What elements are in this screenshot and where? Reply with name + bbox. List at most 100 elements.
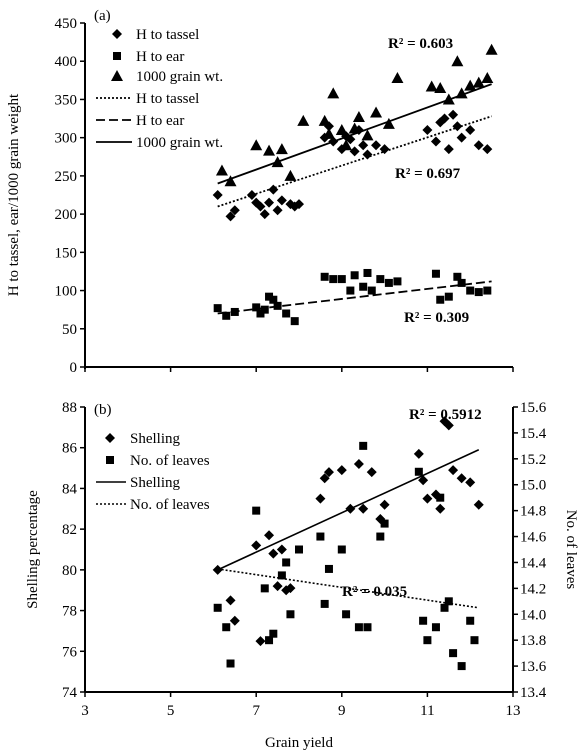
data-point bbox=[436, 295, 445, 304]
legend-label: Shelling bbox=[130, 475, 181, 491]
data-point bbox=[371, 140, 382, 151]
data-point bbox=[379, 499, 390, 510]
data-point bbox=[380, 519, 389, 528]
data-point bbox=[284, 169, 297, 181]
data-point bbox=[264, 530, 275, 541]
panel-a: 0 50 100 150 200 250 300 350 400 450 H to tassel, … bbox=[6, 8, 514, 376]
data-point bbox=[466, 286, 475, 295]
y-tick-label: 150 bbox=[55, 245, 78, 261]
data-point bbox=[276, 195, 287, 206]
y-tick-label: 88 bbox=[62, 400, 77, 416]
data-point bbox=[322, 127, 335, 139]
data-point bbox=[337, 545, 346, 554]
data-point bbox=[222, 311, 231, 320]
data-point bbox=[323, 467, 334, 478]
legend-label: H to ear bbox=[136, 113, 184, 129]
data-point bbox=[470, 636, 479, 645]
data-point bbox=[444, 292, 453, 301]
data-point bbox=[466, 616, 475, 625]
y-tick-label: 78 bbox=[62, 604, 77, 620]
data-point bbox=[376, 275, 385, 284]
data-point bbox=[213, 304, 222, 313]
panel-label: (a) bbox=[94, 8, 111, 24]
data-point bbox=[297, 114, 310, 126]
x-tick-label: 5 bbox=[167, 703, 175, 719]
data-point bbox=[282, 558, 291, 567]
data-point bbox=[273, 301, 282, 310]
data-point bbox=[222, 623, 231, 632]
data-point bbox=[265, 636, 274, 645]
y-axis-label: Shelling percentage bbox=[25, 490, 41, 609]
data-point bbox=[448, 109, 459, 120]
data-point bbox=[474, 288, 483, 297]
data-point bbox=[260, 305, 269, 314]
data-point bbox=[442, 93, 455, 105]
y-tick-label: 300 bbox=[55, 131, 78, 147]
legend-marker bbox=[106, 456, 114, 464]
data-point bbox=[259, 209, 270, 220]
y2-tick-label: 14.4 bbox=[520, 555, 547, 571]
r-squared-label: R² = 0.697 bbox=[395, 166, 461, 182]
y-tick-label: 82 bbox=[62, 522, 77, 538]
data-point bbox=[482, 144, 493, 155]
x-tick-label: 13 bbox=[506, 703, 521, 719]
y-tick-label: 86 bbox=[62, 441, 78, 457]
data-point bbox=[472, 76, 485, 88]
x-tick-label: 11 bbox=[420, 703, 434, 719]
x-axis-label: Grain yield bbox=[265, 735, 333, 751]
data-point bbox=[473, 140, 484, 151]
data-point bbox=[354, 623, 363, 632]
data-point bbox=[434, 81, 447, 93]
data-point bbox=[457, 278, 466, 287]
legend-label: No. of leaves bbox=[130, 497, 210, 513]
data-point bbox=[443, 420, 454, 431]
data-point bbox=[268, 184, 279, 195]
data-point bbox=[418, 475, 429, 486]
data-point bbox=[213, 603, 222, 612]
data-point bbox=[352, 111, 365, 123]
data-point bbox=[324, 564, 333, 573]
data-point bbox=[349, 146, 360, 157]
data-point bbox=[316, 532, 325, 541]
data-point bbox=[230, 307, 239, 316]
data-point bbox=[452, 121, 463, 132]
data-point bbox=[414, 467, 423, 476]
data-point bbox=[246, 190, 257, 200]
y-tick-label: 250 bbox=[55, 169, 78, 185]
data-point bbox=[423, 636, 432, 645]
y-tick-label: 0 bbox=[70, 360, 78, 376]
y2-tick-label: 15.2 bbox=[520, 452, 546, 468]
data-point bbox=[456, 473, 467, 484]
data-point bbox=[263, 144, 276, 156]
y2-tick-label: 13.8 bbox=[520, 633, 546, 649]
data-point bbox=[225, 211, 236, 222]
y2-tick-label: 13.6 bbox=[520, 659, 547, 675]
data-point bbox=[285, 583, 296, 594]
data-point bbox=[224, 175, 237, 187]
data-point bbox=[363, 623, 372, 632]
data-point bbox=[260, 584, 269, 593]
x-tick-label: 9 bbox=[338, 703, 346, 719]
data-point bbox=[444, 597, 453, 606]
y-tick-label: 74 bbox=[62, 685, 78, 701]
data-point bbox=[348, 122, 361, 134]
data-point bbox=[457, 662, 466, 671]
data-point bbox=[453, 272, 462, 281]
r-squared-label: R² = 0.603 bbox=[388, 36, 453, 52]
data-point bbox=[294, 199, 304, 210]
y-tick-label: 84 bbox=[62, 481, 78, 497]
data-point bbox=[212, 564, 223, 575]
data-point bbox=[350, 271, 359, 280]
data-point bbox=[346, 286, 355, 295]
legend-label: H to tassel bbox=[136, 27, 199, 43]
data-point bbox=[483, 286, 492, 295]
data-point bbox=[393, 277, 402, 286]
data-point bbox=[251, 540, 262, 551]
data-point bbox=[456, 132, 467, 143]
y2-axis-label: No. of leaves bbox=[563, 510, 579, 590]
data-point bbox=[358, 503, 369, 514]
data-point bbox=[268, 548, 279, 559]
data-point bbox=[255, 636, 266, 647]
data-point bbox=[362, 149, 373, 160]
